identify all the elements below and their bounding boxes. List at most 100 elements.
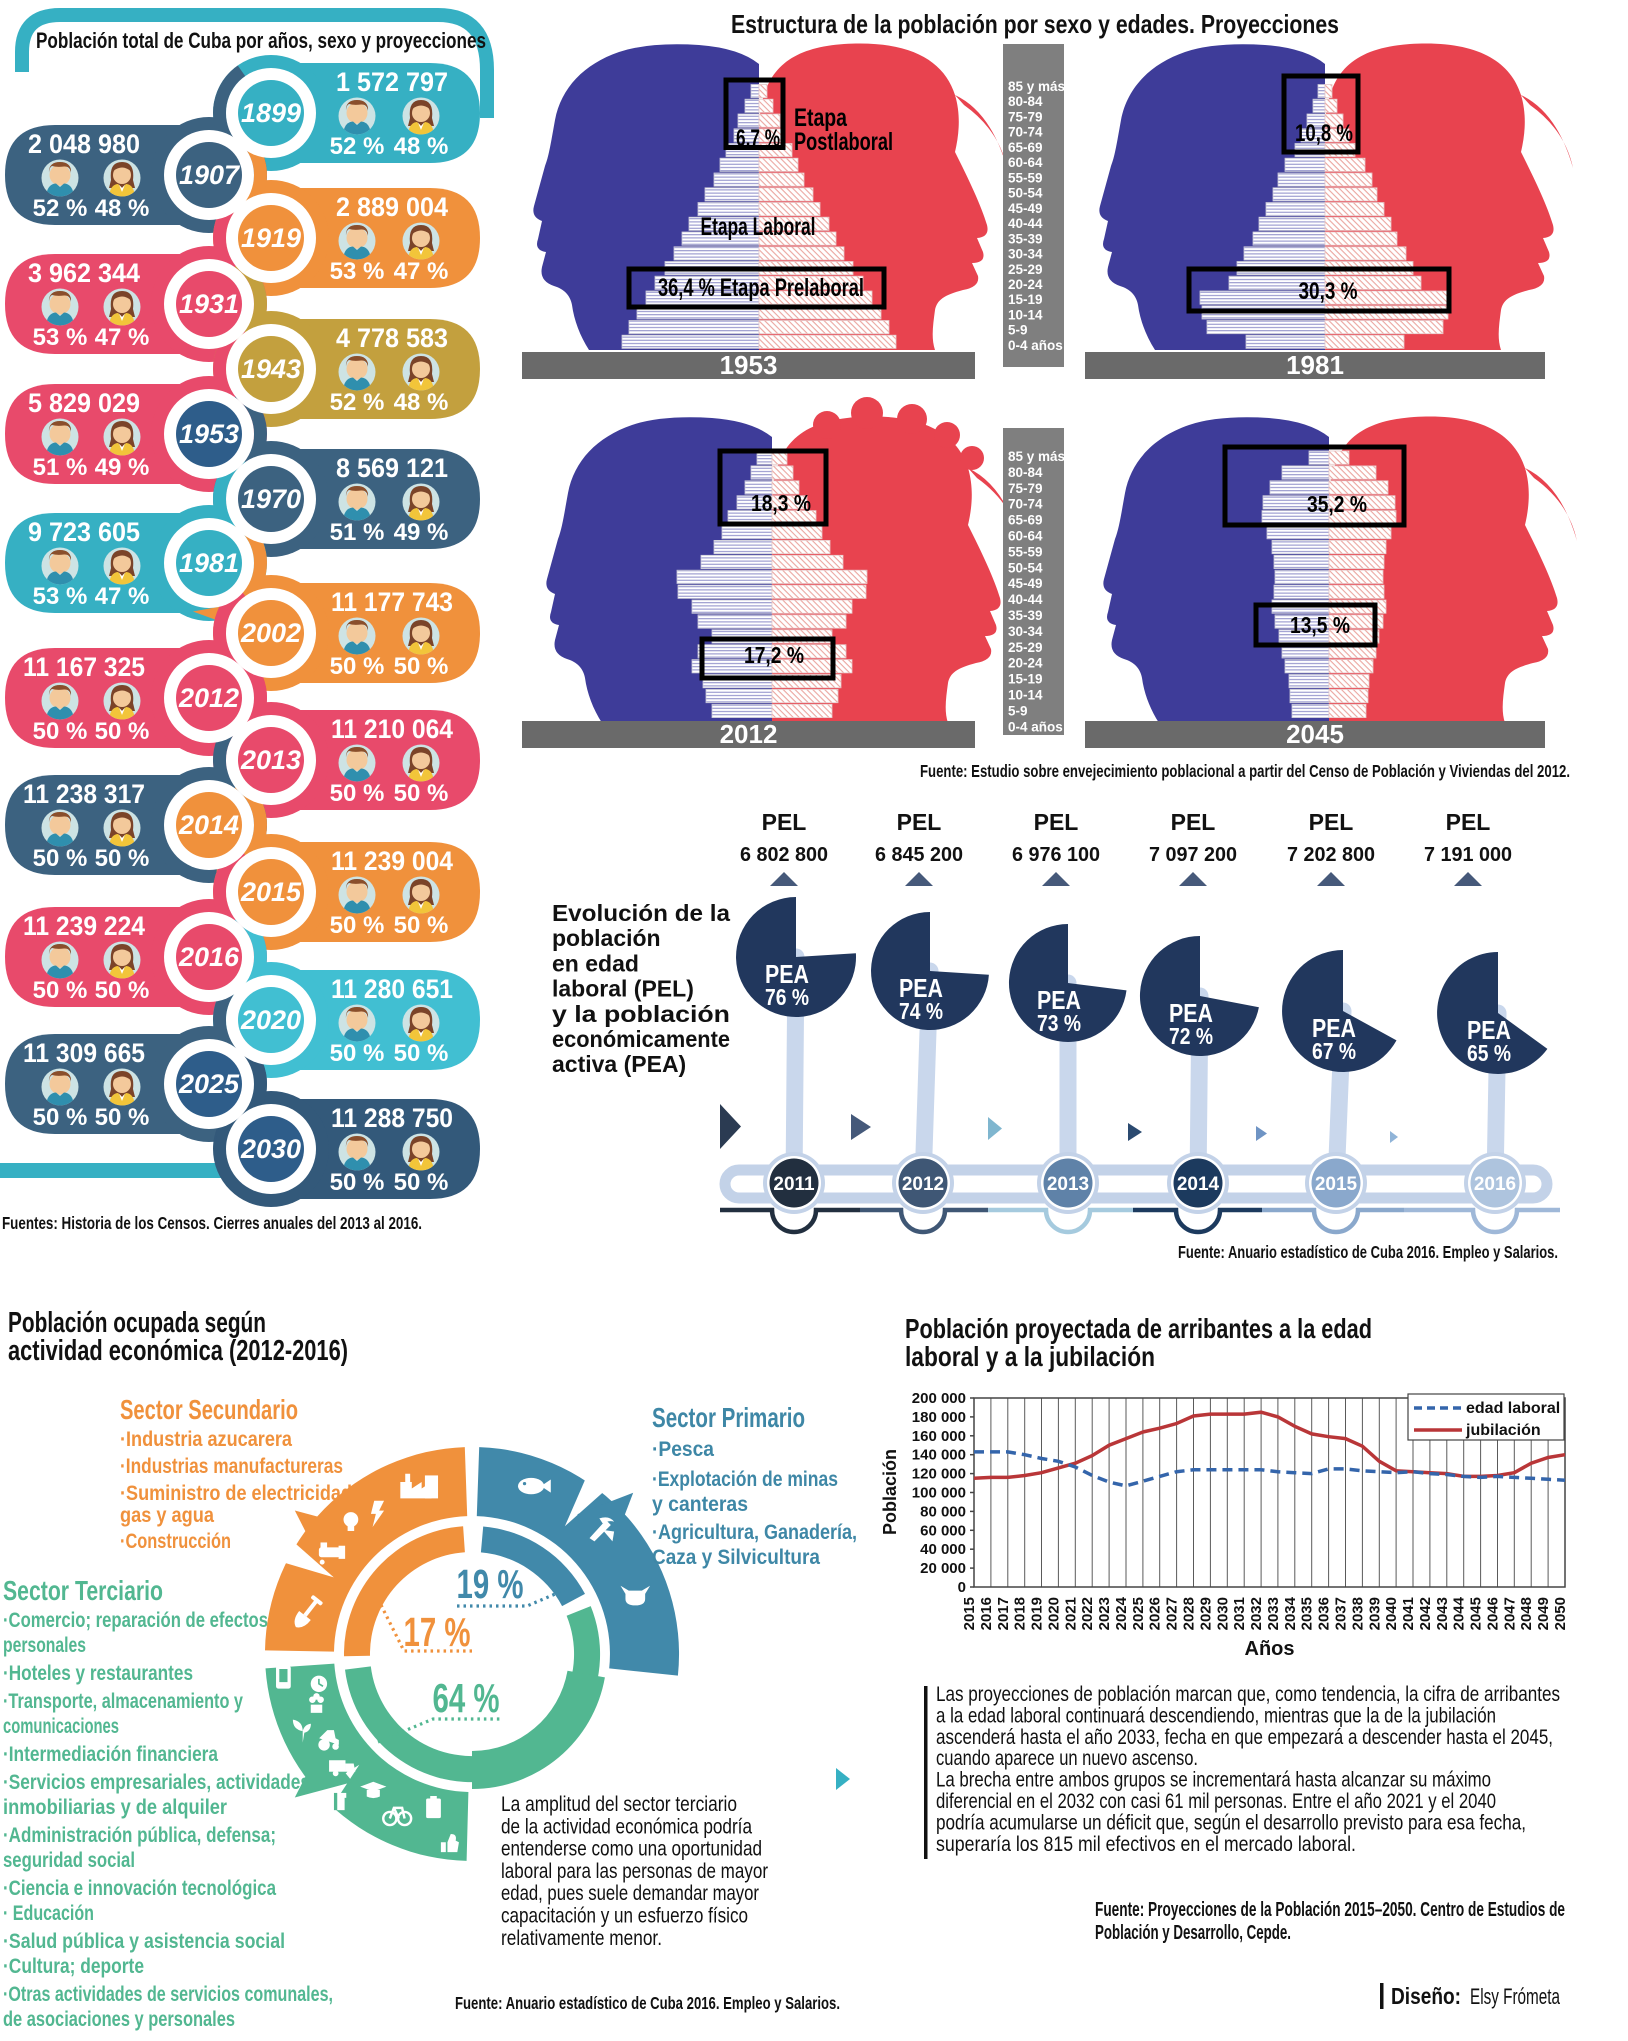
svg-text:2029: 2029	[1197, 1597, 1214, 1630]
svg-text:2034: 2034	[1282, 1596, 1299, 1630]
svg-text:25-29: 25-29	[1008, 262, 1043, 277]
svg-text:Años: Años	[1245, 1638, 1295, 1660]
svg-text:3 962 344: 3 962 344	[28, 258, 140, 288]
svg-text:47 %: 47 %	[394, 258, 449, 285]
svg-text:2031: 2031	[1231, 1597, 1248, 1630]
svg-text:laboral y a la jubilación: laboral y a la jubilación	[905, 1341, 1155, 1372]
svg-text:Fuente: Anuario estadístico de: Fuente: Anuario estadístico de Cuba 2016…	[455, 1993, 840, 2013]
svg-text:Etapa: Etapa	[794, 104, 848, 132]
svg-text:actividad económica (2012-2016: actividad económica (2012-2016)	[8, 1335, 348, 1367]
svg-text:1931: 1931	[179, 289, 239, 319]
svg-text:76 %: 76 %	[765, 984, 809, 1010]
svg-text:Elsy Frómeta: Elsy Frómeta	[1470, 1984, 1561, 2009]
svg-text:edad, pues suele demandar mayo: edad, pues suele demandar mayor	[501, 1882, 759, 1905]
svg-text:PEA: PEA	[1467, 1015, 1511, 1045]
svg-text:1981: 1981	[179, 548, 239, 578]
svg-text:50 %: 50 %	[95, 718, 150, 745]
svg-text:laboral para las personas de m: laboral para las personas de mayor	[501, 1860, 768, 1883]
svg-text:Población total de Cuba por añ: Población total de Cuba por años, sexo y…	[36, 28, 486, 53]
svg-text:2025: 2025	[1130, 1597, 1147, 1630]
svg-text:entenderse como una oportunida: entenderse como una oportunidad	[501, 1838, 762, 1861]
svg-text:70-74: 70-74	[1008, 125, 1043, 140]
svg-text:Diseño:: Diseño:	[1391, 1983, 1461, 2009]
svg-text:·Suministro de electricidad: ·Suministro de electricidad	[120, 1482, 352, 1505]
svg-text:2012: 2012	[902, 1174, 944, 1195]
svg-text:capacitación y un esfuerzo fís: capacitación y un esfuerzo físico	[501, 1905, 748, 1928]
svg-text:PEL: PEL	[1171, 809, 1216, 835]
svg-text:podría acumularse un déficit q: podría acumularse un déficit que, según …	[936, 1811, 1526, 1834]
svg-text:1919: 1919	[241, 223, 301, 253]
svg-text:11 238 317: 11 238 317	[23, 779, 145, 809]
svg-text:Sector Primario: Sector Primario	[652, 1402, 805, 1433]
svg-text:2039: 2039	[1366, 1597, 1383, 1630]
svg-text:PEL: PEL	[897, 809, 942, 835]
svg-text:60-64: 60-64	[1008, 529, 1043, 544]
svg-text:50 %: 50 %	[33, 718, 88, 745]
svg-text:superaría los 815 mil efectivo: superaría los 815 mil efectivos en el me…	[936, 1833, 1356, 1856]
svg-text:11 210 064: 11 210 064	[331, 714, 453, 744]
svg-text:seguridad social: seguridad social	[3, 1849, 135, 1872]
svg-text:2045: 2045	[1286, 719, 1344, 749]
svg-text:1953: 1953	[720, 350, 778, 380]
svg-text:2047: 2047	[1501, 1597, 1518, 1630]
svg-text:·Administración pública, defen: ·Administración pública, defensa;	[3, 1824, 276, 1847]
svg-text:2045: 2045	[1468, 1597, 1485, 1630]
svg-text:18,3 %: 18,3 %	[751, 490, 811, 516]
svg-text:60-64: 60-64	[1008, 155, 1043, 170]
svg-text:·Hoteles y restaurantes: ·Hoteles y restaurantes	[3, 1662, 193, 1685]
svg-text:50 %: 50 %	[95, 977, 150, 1004]
svg-text:11 309 665: 11 309 665	[23, 1038, 145, 1068]
svg-text:30-34: 30-34	[1008, 624, 1043, 639]
svg-text:2017: 2017	[995, 1597, 1012, 1630]
svg-text:50 %: 50 %	[394, 780, 449, 807]
svg-text:2024: 2024	[1113, 1596, 1130, 1630]
svg-text:80 000: 80 000	[920, 1503, 966, 1520]
svg-text:50 %: 50 %	[95, 845, 150, 872]
svg-text:1953: 1953	[179, 419, 239, 449]
svg-text:52 %: 52 %	[330, 389, 385, 416]
svg-text:7 191 000: 7 191 000	[1424, 844, 1512, 866]
svg-text:activa (PEA): activa (PEA)	[552, 1051, 686, 1077]
svg-text:85 y más: 85 y más	[1008, 79, 1065, 94]
svg-text:35,2 %: 35,2 %	[1307, 491, 1367, 517]
svg-text:47 %: 47 %	[95, 324, 150, 351]
svg-text:2044: 2044	[1451, 1596, 1468, 1630]
svg-text:·Salud pública y asistencia so: ·Salud pública y asistencia social	[3, 1930, 285, 1953]
svg-text:1899: 1899	[241, 98, 301, 128]
svg-text:comunicaciones: comunicaciones	[3, 1715, 119, 1738]
svg-text:53 %: 53 %	[33, 324, 88, 351]
svg-text:2015: 2015	[961, 1597, 978, 1630]
svg-text:2027: 2027	[1164, 1597, 1181, 1630]
svg-text:40-44: 40-44	[1008, 592, 1043, 607]
svg-text:2033: 2033	[1265, 1597, 1282, 1630]
svg-text:Fuentes: Historia de los Censo: Fuentes: Historia de los Censos. Cierres…	[2, 1213, 422, 1233]
svg-text:19 %: 19 %	[457, 1561, 524, 1607]
svg-text:10,8 %: 10,8 %	[1295, 120, 1353, 147]
svg-text:49 %: 49 %	[95, 454, 150, 481]
svg-text:2013: 2013	[240, 745, 301, 775]
svg-text:50 %: 50 %	[330, 653, 385, 680]
svg-text:80-84: 80-84	[1008, 465, 1043, 480]
svg-text:15-19: 15-19	[1008, 292, 1043, 307]
svg-text:inmobiliarias y de alquiler: inmobiliarias y de alquiler	[3, 1796, 227, 1819]
svg-text:50-54: 50-54	[1008, 186, 1043, 201]
svg-text:10-14: 10-14	[1008, 688, 1043, 703]
svg-text:2049: 2049	[1535, 1597, 1552, 1630]
svg-text:2030: 2030	[240, 1134, 301, 1164]
svg-text:PEA: PEA	[765, 959, 809, 989]
svg-text:35-39: 35-39	[1008, 231, 1043, 246]
svg-text:Población ocupada según: Población ocupada según	[8, 1307, 266, 1339]
svg-text:2013: 2013	[1047, 1174, 1089, 1195]
svg-text:48 %: 48 %	[394, 389, 449, 416]
svg-text:72 %: 72 %	[1169, 1023, 1213, 1049]
svg-text:10-14: 10-14	[1008, 308, 1043, 323]
svg-text:de asociaciones y personales: de asociaciones y personales	[3, 2008, 235, 2031]
svg-text:35-39: 35-39	[1008, 608, 1043, 623]
svg-text:Las proyecciones de población: Las proyecciones de población marcan que…	[936, 1683, 1560, 1706]
svg-text:49 %: 49 %	[394, 519, 449, 546]
svg-text:0: 0	[958, 1579, 966, 1596]
svg-text:4 778 583: 4 778 583	[336, 323, 448, 353]
svg-text:2020: 2020	[1045, 1597, 1062, 1630]
svg-text:80-84: 80-84	[1008, 94, 1043, 109]
svg-text:Población y Desarrollo, Cepde.: Población y Desarrollo, Cepde.	[1095, 1922, 1291, 1944]
